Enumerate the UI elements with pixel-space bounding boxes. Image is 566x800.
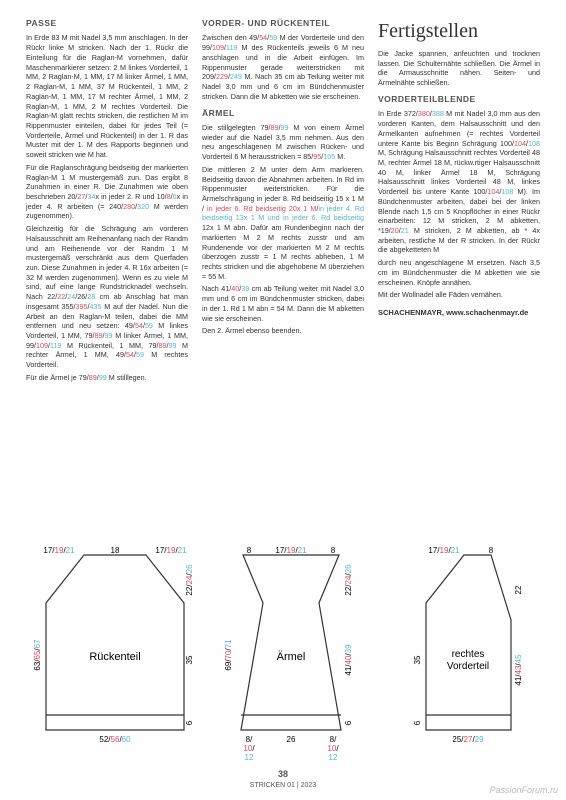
svg-text:41/43/45: 41/43/45 <box>514 654 523 686</box>
heading-vorder-rueck: VORDER- UND RÜCKENTEIL <box>202 18 364 29</box>
column-2: VORDER- UND RÜCKENTEIL Zwischen den 49/5… <box>202 18 364 386</box>
brand-link: SCHACHENMAYR, www.schachenmayr.de <box>378 308 540 318</box>
heading-fertigstellen: Fertigstellen <box>378 18 540 45</box>
body-text: In Erde 83 M mit Nadel 3,5 mm anschlagen… <box>26 33 188 159</box>
issue-label: STRICKEN 01 | 2023 <box>0 781 566 790</box>
svg-text:22/24/26: 22/24/26 <box>185 564 194 596</box>
body-text: Die mittleren 2 M unter dem Arm markiere… <box>202 165 364 282</box>
column-1: PASSE In Erde 83 M mit Nadel 3,5 mm ansc… <box>26 18 188 386</box>
svg-text:22: 22 <box>514 585 523 594</box>
svg-text:22/24/26: 22/24/26 <box>344 564 353 596</box>
body-text: Die Jacke spannen, anfeuchten und trockn… <box>378 49 540 88</box>
svg-text:69/70/71: 69/70/71 <box>224 639 233 671</box>
svg-text:Ärmel: Ärmel <box>277 651 306 663</box>
heading-passe: PASSE <box>26 18 188 29</box>
svg-text:Rückenteil: Rückenteil <box>89 651 140 663</box>
body-text: Den 2. Ärmel ebenso beenden. <box>202 326 364 336</box>
heading-vorderteilblende: VORDERTEILBLENDE <box>378 94 540 105</box>
page: PASSE In Erde 83 M mit Nadel 3,5 mm ansc… <box>0 0 566 404</box>
column-3: Fertigstellen Die Jacke spannen, anfeuch… <box>378 18 540 386</box>
body-text: In Erde 372/380/388 M mit Nadel 3,0 mm a… <box>378 109 540 255</box>
svg-text:26: 26 <box>287 735 296 744</box>
text-columns: PASSE In Erde 83 M mit Nadel 3,5 mm ansc… <box>26 18 540 386</box>
svg-text:17/19/21: 17/19/21 <box>428 546 460 555</box>
body-text: Nach 41/40/39 cm ab Teilung weiter mit N… <box>202 284 364 323</box>
watermark: PassionForum.ru <box>489 784 558 796</box>
svg-text:8: 8 <box>247 546 252 555</box>
svg-text:6: 6 <box>185 720 194 725</box>
body-text: Für die Ärmel je 79/89/99 M stilllegen. <box>26 373 188 383</box>
body-text: durch neu angeschlagene M ersetzen. Nach… <box>378 258 540 287</box>
svg-text:8/10/12: 8/10/12 <box>327 735 339 762</box>
body-text: Gleichzeitig für die Schrägung am vorder… <box>26 224 188 370</box>
svg-text:6: 6 <box>413 720 422 725</box>
svg-text:25/27/29: 25/27/29 <box>452 735 484 744</box>
svg-text:8: 8 <box>331 546 336 555</box>
svg-text:17/19/21: 17/19/21 <box>275 546 307 555</box>
svg-text:8: 8 <box>489 546 494 555</box>
svg-text:18: 18 <box>111 546 120 555</box>
svg-text:17/19/21: 17/19/21 <box>43 546 75 555</box>
body-text: Zwischen den 49/54/59 M der Vorderteile … <box>202 33 364 101</box>
svg-text:17/19/21: 17/19/21 <box>155 546 187 555</box>
svg-text:52/56/60: 52/56/60 <box>99 735 131 744</box>
svg-text:41/40/39: 41/40/39 <box>344 644 353 676</box>
svg-text:35: 35 <box>185 655 194 664</box>
body-text: Die stillgelegten 79/89/99 M von einem Ä… <box>202 123 364 162</box>
svg-text:Vorderteil: Vorderteil <box>447 661 489 672</box>
svg-text:63/65/67: 63/65/67 <box>33 639 42 671</box>
svg-text:8/10/12: 8/10/12 <box>243 735 255 762</box>
heading-aermel: ÄRMEL <box>202 108 364 119</box>
schematic-diagrams: 17/19/21 18 17/19/21 63/65/67 22/24/26 3… <box>26 545 540 770</box>
svg-text:rechtes: rechtes <box>452 649 485 660</box>
body-text: Für die Raglanschrägung beidseitig der m… <box>26 163 188 221</box>
diagram-rueckenteil: 17/19/21 18 17/19/21 63/65/67 22/24/26 3… <box>33 546 194 744</box>
body-text: Mit der Wollnadel alle Fäden vernähen. <box>378 290 540 300</box>
page-number: 38 <box>0 768 566 780</box>
diagram-vorderteil: 17/19/21 8 22 41/43/45 35 6 rechtes Vord… <box>413 546 523 744</box>
svg-text:35: 35 <box>413 655 422 664</box>
schematics-svg: 17/19/21 18 17/19/21 63/65/67 22/24/26 3… <box>26 545 540 770</box>
diagram-aermel: 8 17/19/21 8 69/70/71 22/24/26 41/40/39 … <box>224 546 353 762</box>
page-footer: 38 STRICKEN 01 | 2023 <box>0 768 566 790</box>
svg-text:6: 6 <box>344 720 353 725</box>
